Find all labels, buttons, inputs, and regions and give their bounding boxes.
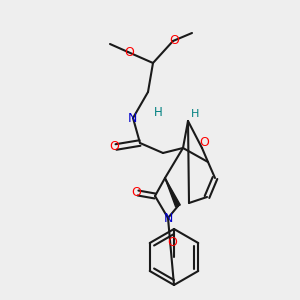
Text: O: O: [124, 46, 134, 59]
Text: O: O: [199, 136, 209, 149]
Text: O: O: [109, 140, 119, 154]
Polygon shape: [165, 178, 180, 207]
Text: H: H: [154, 106, 162, 119]
Text: O: O: [131, 187, 141, 200]
Text: O: O: [169, 34, 179, 47]
Text: N: N: [127, 112, 137, 124]
Text: N: N: [163, 212, 173, 224]
Text: H: H: [191, 109, 199, 119]
Text: O: O: [167, 236, 177, 250]
